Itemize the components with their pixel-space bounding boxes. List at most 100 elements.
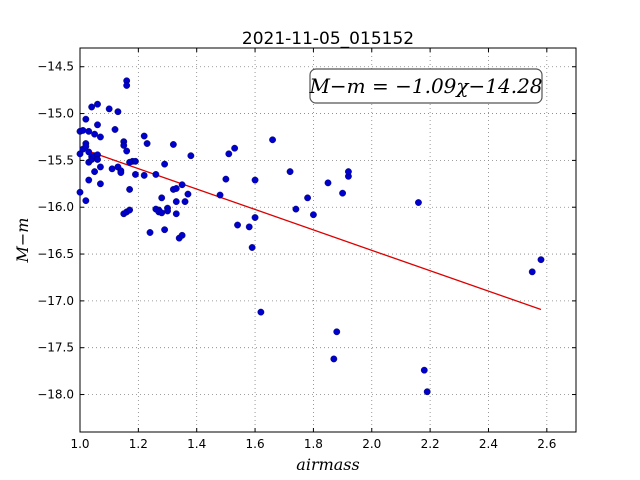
y-tick-label: −16.5 [37,247,74,261]
legend-frame [309,68,543,104]
x-tick-label: 2.4 [479,437,498,451]
data-point [415,199,422,206]
data-points [76,77,545,396]
data-point [158,209,166,217]
y-tick-label: −17.0 [37,294,74,308]
legend-box: M−m = −1.09χ−14.28 [308,68,543,104]
data-point [94,156,101,163]
data-point [140,132,148,140]
data-point [251,176,259,184]
data-point [91,168,98,176]
data-point [132,171,139,178]
data-point [158,194,166,202]
data-point [257,308,265,316]
data-point [117,169,125,176]
data-point [333,328,341,336]
y-tick-label: −18.0 [37,388,74,402]
data-point [82,197,90,205]
data-point [330,355,338,363]
data-point [76,188,84,196]
data-point [143,140,151,147]
data-point [164,207,171,215]
data-point [146,229,154,236]
data-point [225,150,233,158]
data-point [97,133,104,141]
x-tick-label: 1.0 [70,437,89,451]
data-point [152,171,160,178]
x-tick-label: 2.2 [421,437,440,451]
data-point [85,176,93,184]
chart-title: 2021-11-05_015152 [242,29,414,49]
x-tick-label: 2.6 [537,437,556,451]
data-point [245,223,253,231]
plot-frame [79,47,577,433]
data-point [420,366,428,374]
data-point [248,244,256,251]
x-tick-label: 1.4 [187,437,206,451]
grid [79,48,576,432]
data-point [111,126,119,133]
data-point [187,152,195,160]
x-axis-label: airmass [296,455,359,474]
data-point [234,221,241,229]
data-point [82,115,90,123]
data-point [423,388,431,396]
data-point [85,127,93,135]
fit-line [85,149,542,311]
data-point [161,160,169,168]
data-point [184,190,192,198]
data-point [94,121,101,129]
data-point [132,157,139,165]
y-tick-label: −14.5 [37,60,74,74]
data-point [231,144,239,152]
data-point [222,175,230,183]
data-point [120,142,128,149]
data-point [97,180,104,188]
data-point [537,256,545,264]
data-point [172,198,180,206]
data-point [178,231,186,239]
data-point [345,168,352,176]
data-point [304,194,311,202]
y-axis-label: M−m [13,218,32,264]
x-tick-label: 1.8 [304,437,323,451]
fit-line-group [85,149,542,311]
data-point [178,181,186,189]
data-point [339,189,346,197]
x-tick-label: 1.6 [246,437,265,451]
data-point [216,191,224,199]
data-point [292,205,300,213]
data-point [123,82,131,89]
y-tick-label: −15.0 [37,107,74,121]
data-point [251,214,259,221]
y-tick-label: −16.0 [37,200,74,214]
y-tick-label: −17.5 [37,341,74,355]
x-tick-label: 2.0 [362,437,381,451]
data-point [181,198,189,206]
data-point [269,136,276,144]
data-point [172,210,180,218]
data-point [126,206,134,214]
data-point [97,163,104,171]
data-point [528,268,536,276]
axis-ticks: 1.0 1.2 1.4 1.6 1.8 2.0 2.2 2.4 2.6 −14.5 −15.0 −15… [37,48,576,451]
y-tick-label: −15.5 [37,153,74,167]
data-point [310,211,317,219]
fit-equation: M−m = −1.09χ−14.28 [308,74,542,98]
data-point [114,108,122,116]
data-point [91,130,98,138]
data-point [88,103,96,111]
data-point [161,226,169,234]
data-point [169,141,177,148]
data-point [82,142,90,150]
data-point [126,186,134,193]
data-point [286,168,294,176]
data-point [324,179,332,187]
data-point [172,185,180,192]
data-point [140,171,148,179]
data-point [108,165,116,173]
data-point [94,100,101,108]
x-tick-label: 1.2 [129,437,148,451]
